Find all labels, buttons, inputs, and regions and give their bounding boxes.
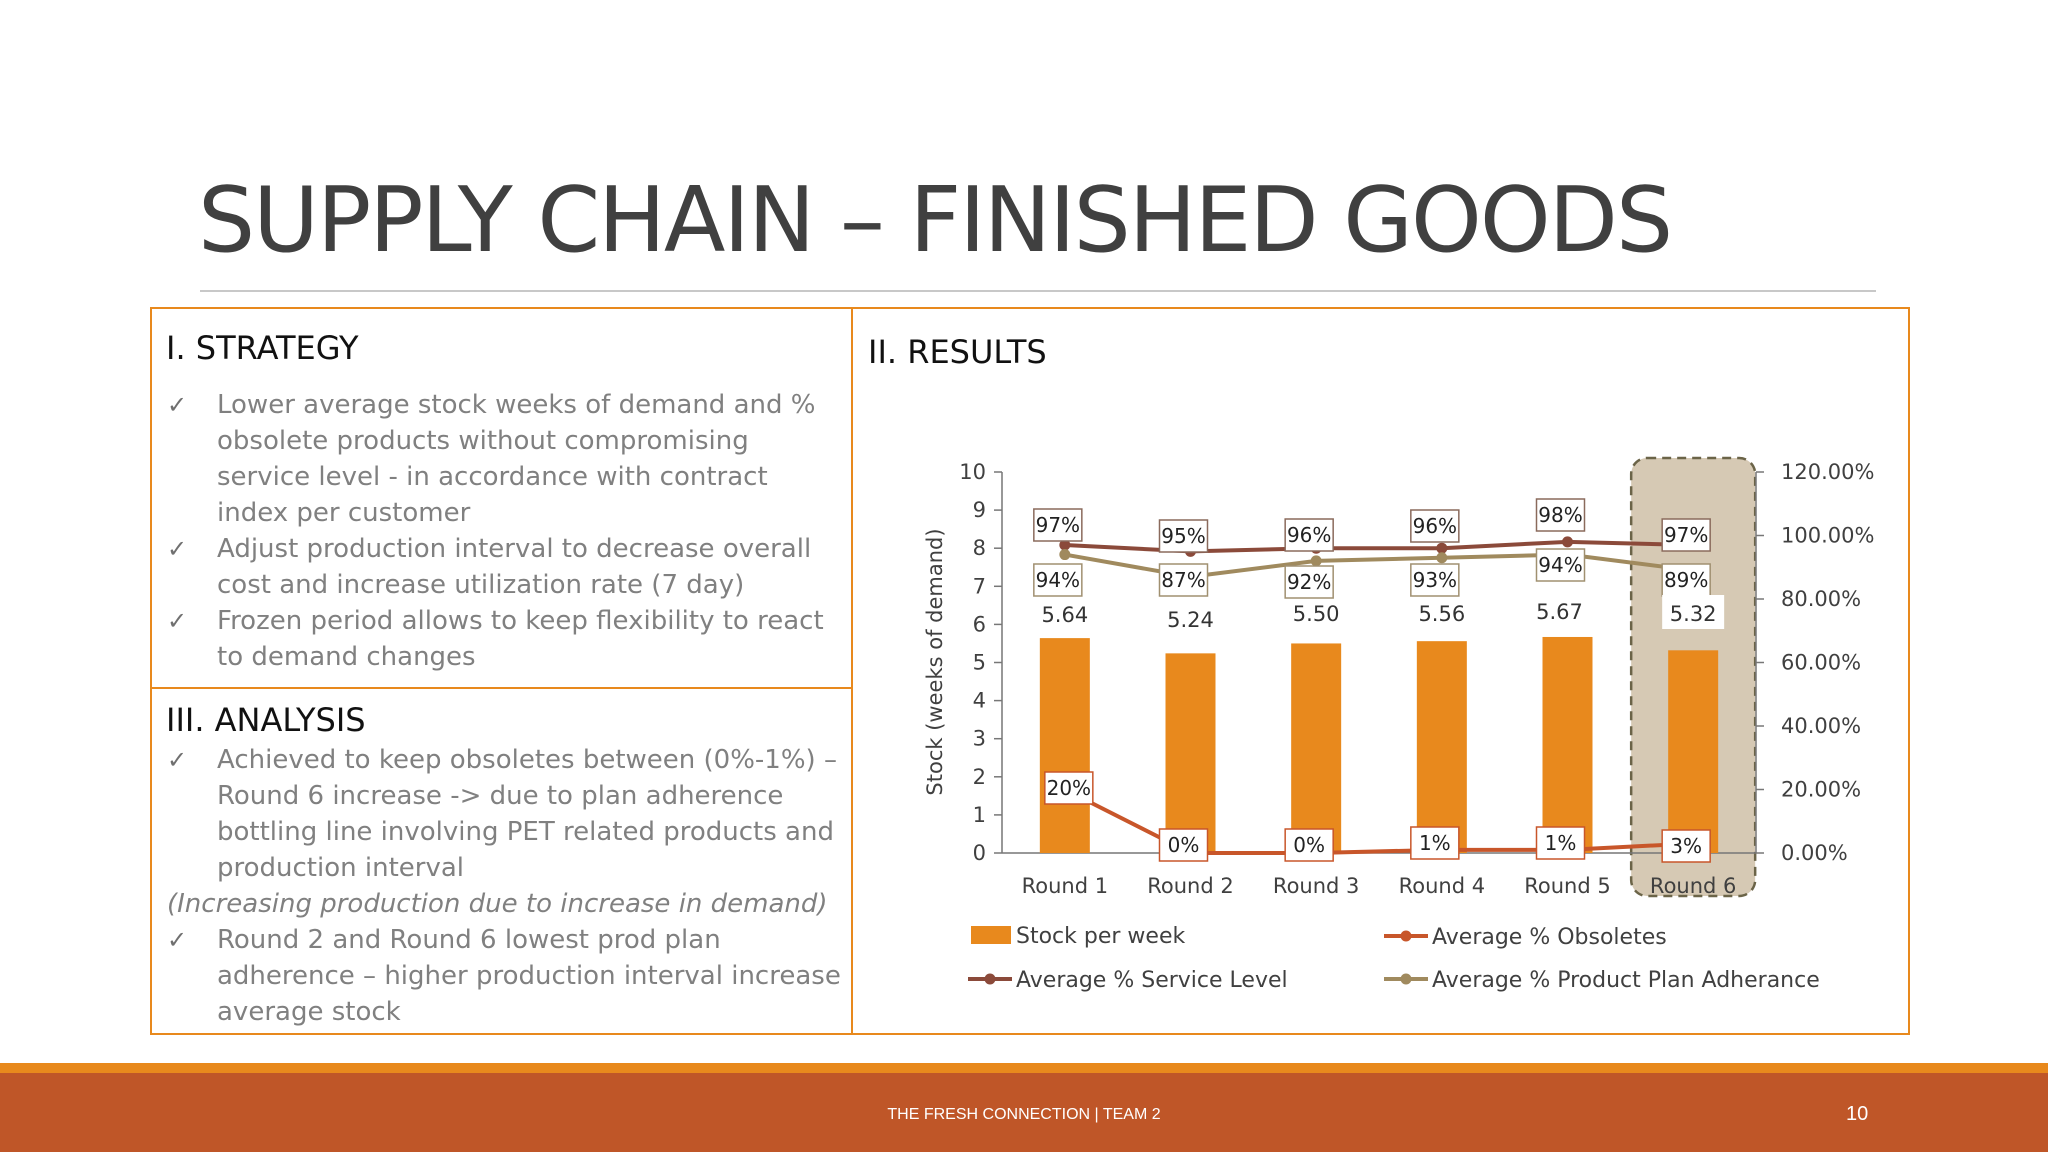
checkmark-icon: ✓ — [167, 926, 188, 954]
page-number: 10 — [1846, 1103, 1869, 1125]
strategy-heading: I. STRATEGY — [166, 329, 359, 367]
checkmark-icon: ✓ — [167, 391, 188, 419]
strategy-bullet: ✓ Frozen period allows to keep flexibilit… — [167, 603, 837, 675]
analysis-list: ✓ Achieved to keep obsoletes between (0%-… — [167, 742, 847, 1030]
strategy-bullet: ✓ Adjust production interval to decrease … — [167, 531, 837, 603]
strategy-bullet: ✓ Lower average stock weeks of demand and… — [167, 387, 837, 531]
checkmark-icon: ✓ — [167, 746, 188, 774]
analysis-note: (Increasing production due to increase i… — [167, 889, 828, 919]
results-heading: II. RESULTS — [868, 333, 1047, 371]
slide-title: SUPPLY CHAIN – FINISHED GOODS — [198, 168, 1673, 273]
footer-bar — [0, 1073, 2048, 1152]
checkmark-icon: ✓ — [167, 535, 188, 563]
analysis-panel: III. ANALYSIS ✓ Achieved to keep obsolete… — [150, 687, 853, 1035]
footer-text: THE FRESH CONNECTION | TEAM 2 — [887, 1106, 1161, 1123]
strategy-list: ✓ Lower average stock weeks of demand and… — [167, 387, 837, 675]
checkmark-icon: ✓ — [167, 607, 188, 635]
analysis-bullet: ✓ Achieved to keep obsoletes between (0%-… — [167, 742, 847, 886]
analysis-bullet: ✓ Round 2 and Round 6 lowest prod plan ad… — [167, 922, 847, 1030]
footer-accent-band — [0, 1063, 2048, 1073]
analysis-heading: III. ANALYSIS — [166, 701, 366, 739]
title-divider — [200, 290, 1876, 292]
results-panel: II. RESULTS — [851, 307, 1910, 1035]
strategy-panel: I. STRATEGY ✓ Lower average stock weeks o… — [150, 307, 853, 689]
